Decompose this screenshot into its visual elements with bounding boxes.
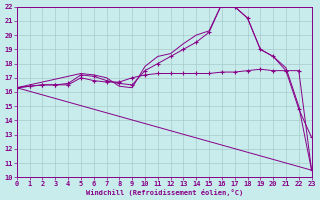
- X-axis label: Windchill (Refroidissement éolien,°C): Windchill (Refroidissement éolien,°C): [85, 189, 243, 196]
